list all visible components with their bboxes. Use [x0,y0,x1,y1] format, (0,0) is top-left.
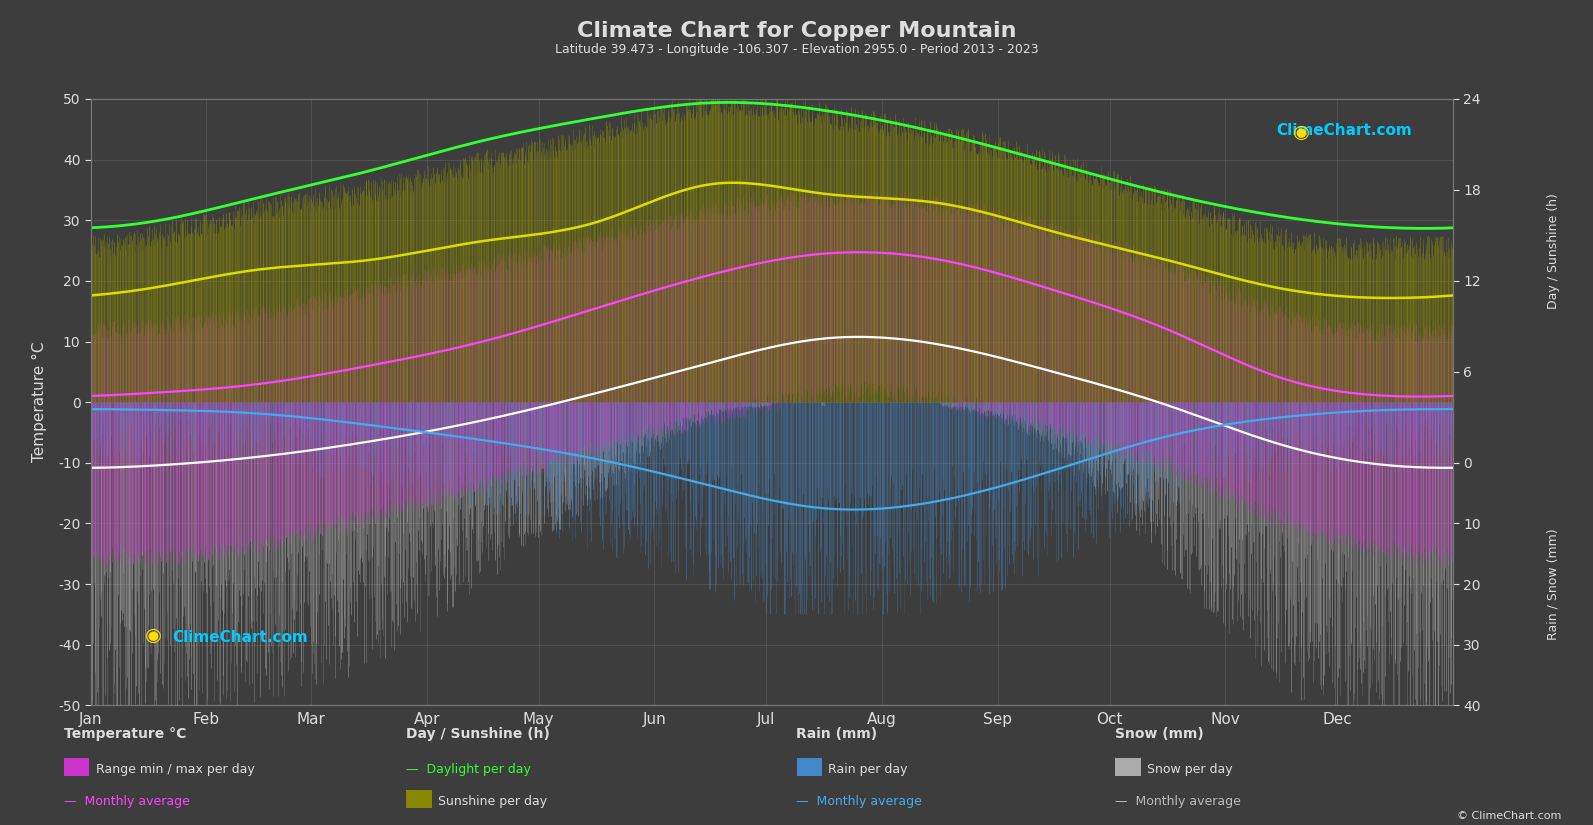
Line: Daylight per day: Daylight per day [91,102,1453,229]
Monthly avg rain [1270,412,1289,422]
Daylight per day [604,110,623,120]
Monthly avg sunshine [1443,290,1462,300]
Text: —  Daylight per day: — Daylight per day [406,763,530,776]
Text: Rain / Snow (mm): Rain / Snow (mm) [1547,528,1560,640]
Monthly avg rain [1416,404,1435,414]
Monthly avg max temp [1418,392,1437,402]
Line: Monthly avg min temp: Monthly avg min temp [91,337,1453,468]
Monthly avg max temp [1270,373,1289,383]
Monthly avg rain [844,505,863,515]
Monthly avg max temp [849,248,868,257]
Monthly avg min temp [1443,463,1462,473]
Monthly avg max temp [81,391,100,401]
Daylight per day [1415,224,1434,233]
Monthly avg min temp [1438,463,1458,473]
Text: ClimeChart.com: ClimeChart.com [172,629,309,645]
Monthly avg max temp [237,380,256,390]
Monthly avg rain [1443,404,1462,414]
Text: © ClimeChart.com: © ClimeChart.com [1456,811,1561,821]
Text: Range min / max per day: Range min / max per day [96,763,255,776]
Text: ◉: ◉ [1294,123,1309,142]
Text: —  Monthly average: — Monthly average [64,794,190,808]
Text: Latitude 39.473 - Longitude -106.307 - Elevation 2955.0 - Period 2013 - 2023: Latitude 39.473 - Longitude -106.307 - E… [554,43,1039,56]
Monthly avg min temp [1416,463,1435,473]
Text: Sunshine per day: Sunshine per day [438,794,548,808]
Daylight per day [237,196,256,205]
Monthly avg sunshine [237,266,256,276]
Monthly avg sunshine [663,189,682,199]
Monthly avg max temp [663,280,682,290]
Line: Monthly avg rain: Monthly avg rain [91,409,1453,510]
Monthly avg min temp [237,453,256,463]
Monthly avg sunshine [1270,283,1289,293]
Monthly avg min temp [849,332,868,342]
Monthly avg sunshine [1381,293,1400,303]
Daylight per day [317,177,336,186]
Text: —  Monthly average: — Monthly average [1115,794,1241,808]
Monthly avg max temp [1410,392,1429,402]
Daylight per day [81,223,100,233]
Text: ClimeChart.com: ClimeChart.com [1276,123,1411,139]
Monthly avg rain [1435,404,1454,414]
Monthly avg sunshine [317,259,336,269]
Text: Rain per day: Rain per day [828,763,908,776]
Monthly avg sunshine [81,290,100,300]
Monthly avg min temp [1270,439,1289,449]
Monthly avg rain [81,404,100,414]
Text: Rain (mm): Rain (mm) [796,728,878,742]
Monthly avg rain [663,471,682,481]
Text: —  Monthly average: — Monthly average [796,794,922,808]
Y-axis label: Temperature °C: Temperature °C [32,342,46,463]
Text: ◉: ◉ [145,625,162,645]
Text: Climate Chart for Copper Mountain: Climate Chart for Copper Mountain [577,21,1016,40]
Monthly avg max temp [604,298,623,308]
Monthly avg sunshine [1418,292,1437,302]
Monthly avg min temp [604,384,623,394]
Daylight per day [663,101,682,111]
Monthly avg rain [317,415,336,425]
Monthly avg max temp [1443,391,1462,401]
Daylight per day [720,97,739,107]
Text: Temperature °C: Temperature °C [64,728,186,742]
Daylight per day [1270,211,1289,221]
Line: Monthly avg sunshine: Monthly avg sunshine [91,183,1453,298]
Text: Snow (mm): Snow (mm) [1115,728,1204,742]
Monthly avg min temp [317,443,336,453]
Monthly avg min temp [81,463,100,473]
Monthly avg rain [237,408,256,417]
Monthly avg sunshine [604,212,623,222]
Text: Snow per day: Snow per day [1147,763,1233,776]
Monthly avg sunshine [723,178,742,188]
Monthly avg min temp [663,368,682,378]
Text: Day / Sunshine (h): Day / Sunshine (h) [1547,193,1560,309]
Daylight per day [1418,224,1437,233]
Line: Monthly avg max temp: Monthly avg max temp [91,252,1453,397]
Monthly avg max temp [317,369,336,379]
Monthly avg rain [604,458,623,468]
Text: Day / Sunshine (h): Day / Sunshine (h) [406,728,550,742]
Daylight per day [1443,223,1462,233]
